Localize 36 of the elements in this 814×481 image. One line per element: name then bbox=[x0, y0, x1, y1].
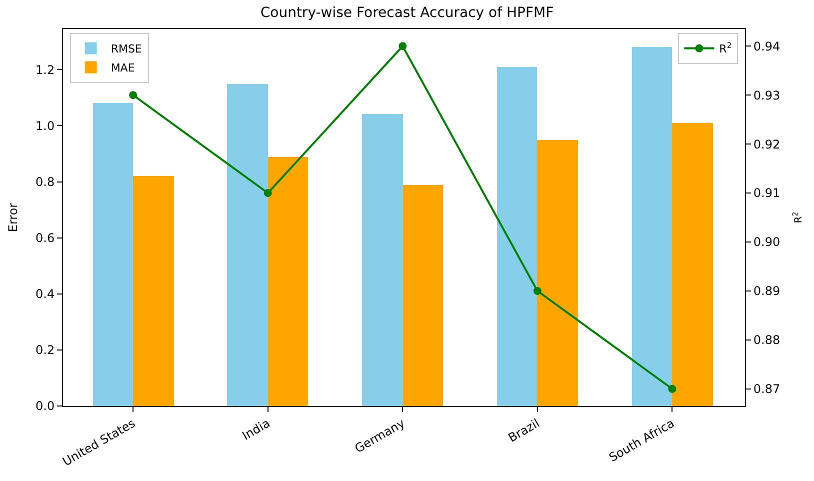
y-tick-label: 0.2 bbox=[36, 343, 55, 358]
legend-label: R$^{2}$ bbox=[719, 40, 732, 56]
y2-tick-label: 0.94 bbox=[753, 39, 780, 54]
legend-label: RMSE bbox=[110, 42, 142, 56]
bar bbox=[537, 140, 578, 406]
bar bbox=[632, 47, 672, 406]
bar bbox=[362, 114, 403, 406]
bar bbox=[672, 123, 713, 406]
bar bbox=[93, 103, 133, 406]
y-tick-label: 1.2 bbox=[36, 62, 55, 77]
bar bbox=[403, 185, 443, 406]
y2-tick-label: 0.89 bbox=[753, 284, 780, 298]
point bbox=[264, 189, 272, 198]
y2-tick-label: 0.93 bbox=[753, 88, 780, 102]
y-tick-label: 0.6 bbox=[36, 231, 55, 246]
y-tick-label: 0.8 bbox=[36, 174, 55, 189]
bar bbox=[268, 157, 308, 406]
point bbox=[398, 42, 407, 50]
point bbox=[668, 384, 676, 393]
point bbox=[533, 286, 542, 295]
y-axis-title: Error bbox=[6, 202, 20, 232]
bar bbox=[227, 84, 268, 406]
y-tick-label: 1.0 bbox=[36, 118, 55, 133]
y2-tick-label: 0.87 bbox=[753, 382, 780, 396]
y-tick-label: 0.0 bbox=[36, 399, 55, 414]
y2-tick-label: 0.88 bbox=[753, 333, 780, 348]
y2-tick-label: 0.90 bbox=[753, 235, 780, 250]
legend-label: MAE bbox=[110, 62, 135, 75]
y2-tick-label: 0.92 bbox=[753, 137, 780, 152]
y-tick-label: 0.4 bbox=[36, 287, 55, 302]
x-tick-label: India bbox=[240, 416, 272, 443]
bar bbox=[133, 176, 174, 406]
chart-title: Country-wise Forecast Accuracy of HPFMF bbox=[260, 5, 554, 22]
y2-tick-label: 0.91 bbox=[753, 186, 780, 200]
bar bbox=[497, 67, 537, 406]
point bbox=[129, 91, 138, 100]
